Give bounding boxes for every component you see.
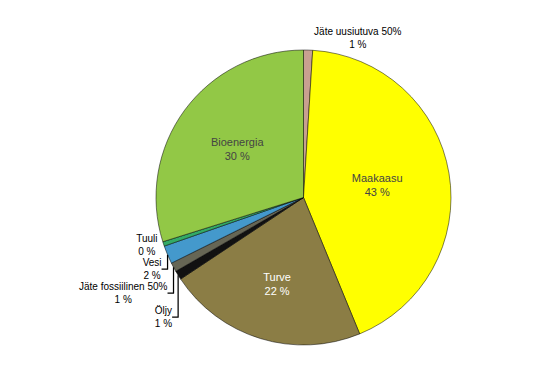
svg-text:Bioenergia30 %: Bioenergia30 % [211, 136, 264, 162]
svg-text:Turve22 %: Turve22 % [263, 271, 291, 297]
svg-text:Jäte uusiutuva 50%1 %: Jäte uusiutuva 50%1 % [314, 26, 401, 50]
svg-text:Tuuli0 %: Tuuli0 % [136, 233, 157, 257]
svg-text:Maakaasu43 %: Maakaasu43 % [352, 172, 403, 198]
svg-text:Vesi2 %: Vesi2 % [143, 257, 162, 281]
svg-text:Öljy1 %: Öljy1 % [155, 305, 172, 329]
svg-text:Jäte fossiilinen 50%1 %: Jäte fossiilinen 50%1 % [79, 281, 167, 305]
